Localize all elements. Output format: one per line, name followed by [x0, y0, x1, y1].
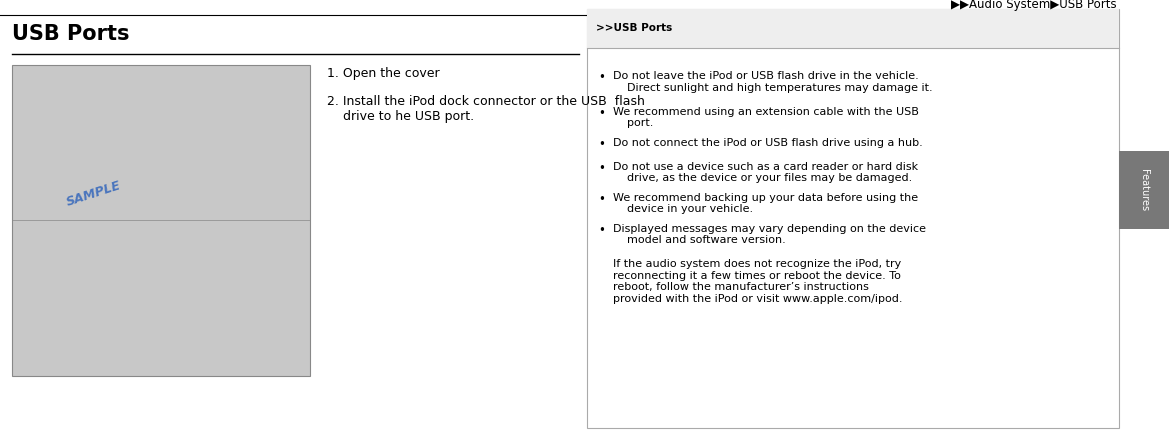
Text: Displayed messages may vary depending on the device
    model and software versi: Displayed messages may vary depending on…	[613, 224, 926, 245]
Text: We recommend backing up your data before using the
    device in your vehicle.: We recommend backing up your data before…	[613, 193, 918, 214]
Text: •: •	[599, 138, 606, 151]
Text: •: •	[599, 71, 606, 84]
FancyBboxPatch shape	[587, 9, 1119, 48]
FancyBboxPatch shape	[587, 9, 1119, 428]
Text: •: •	[599, 193, 606, 206]
Text: Features: Features	[1139, 169, 1149, 211]
Text: If the audio system does not recognize the iPod, try
reconnecting it a few times: If the audio system does not recognize t…	[613, 259, 902, 304]
Text: •: •	[599, 162, 606, 175]
Text: 1. Open the cover: 1. Open the cover	[327, 67, 440, 80]
Text: We recommend using an extension cable with the USB
    port.: We recommend using an extension cable wi…	[613, 107, 919, 128]
Text: Do not connect the iPod or USB flash drive using a hub.: Do not connect the iPod or USB flash dri…	[613, 138, 922, 148]
Text: ▶▶Audio System▶USB Ports: ▶▶Audio System▶USB Ports	[950, 0, 1116, 11]
Text: Do not use a device such as a card reader or hard disk
    drive, as the device : Do not use a device such as a card reade…	[613, 162, 918, 183]
Text: •: •	[599, 107, 606, 120]
FancyBboxPatch shape	[1119, 151, 1169, 229]
Text: SAMPLE: SAMPLE	[64, 179, 123, 210]
Text: USB Ports: USB Ports	[12, 24, 130, 44]
Text: Do not leave the iPod or USB flash drive in the vehicle.
    Direct sunlight and: Do not leave the iPod or USB flash drive…	[613, 71, 932, 93]
Text: 2. Install the iPod dock connector or the USB  flash
    drive to he USB port.: 2. Install the iPod dock connector or th…	[327, 95, 645, 123]
Text: •: •	[599, 224, 606, 237]
Text: >>USB Ports: >>USB Ports	[596, 23, 672, 33]
FancyBboxPatch shape	[12, 65, 310, 376]
